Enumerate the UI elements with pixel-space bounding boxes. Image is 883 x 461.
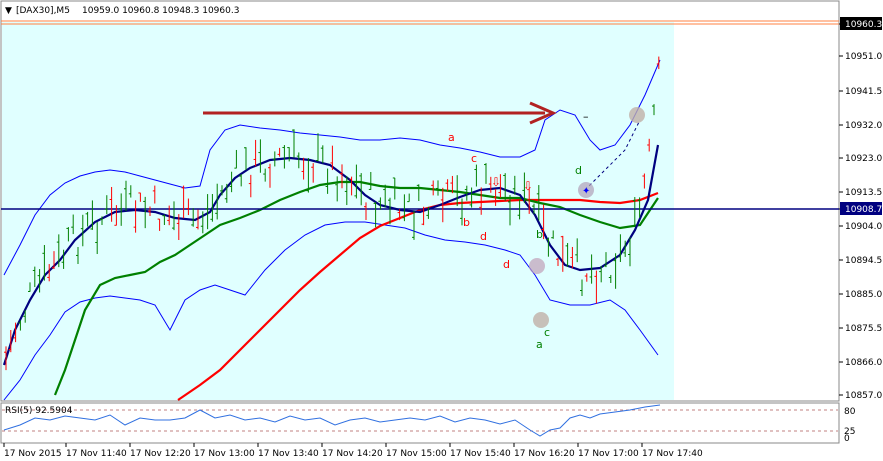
time-axis-label: 17 Nov 2015 bbox=[4, 449, 62, 459]
wave-label-c-green: c bbox=[544, 326, 550, 339]
price-axis-label: 10894.5 bbox=[845, 256, 882, 266]
symbol-label: [DAX30],M5 bbox=[16, 6, 70, 16]
cursor-mark-icon: ✦ bbox=[582, 186, 590, 197]
ohlc-bars bbox=[4, 56, 660, 371]
price-axis[interactable]: 10960.3 10951.0 10941.5 10932.0 10923.0 10913… bbox=[839, 17, 882, 401]
time-axis-label: 17 Nov 11:40 bbox=[66, 449, 127, 459]
wave-label-c-top: c bbox=[471, 152, 477, 165]
level-price-badge bbox=[840, 202, 882, 215]
red-moving-average bbox=[177, 191, 659, 401]
price-axis-label: 10951.0 bbox=[845, 52, 882, 62]
rsi-line bbox=[3, 404, 661, 437]
time-axis-label: 17 Nov 14:20 bbox=[322, 449, 383, 459]
rsi-label: RSI(5) 92.5904 bbox=[5, 406, 73, 416]
price-axis-label: 10885.0 bbox=[845, 290, 882, 300]
down-arrow-1-icon: ⇩ bbox=[491, 175, 501, 189]
wave-label-b-green: b bbox=[536, 228, 543, 241]
wave-label-d-low: d bbox=[503, 258, 510, 271]
price-axis-label: 10875.5 bbox=[845, 324, 882, 334]
ohlc-readout: 10959.0 10960.8 10948.3 10960.3 bbox=[82, 6, 239, 16]
time-axis-label: 17 Nov 16:20 bbox=[514, 449, 575, 459]
wave-label-d-green: d bbox=[575, 164, 582, 177]
rsi-axis-80: 80 bbox=[844, 407, 856, 417]
price-axis-label: 10866.0 bbox=[845, 358, 882, 368]
price-axis-label: 10904.0 bbox=[845, 222, 882, 232]
wave-point-circle-b bbox=[529, 258, 545, 274]
time-axis-label: 17 Nov 12:20 bbox=[130, 449, 191, 459]
upper-band bbox=[3, 59, 661, 276]
wave-label-b-mid: b bbox=[463, 216, 470, 229]
wave-point-circle-a bbox=[533, 312, 549, 328]
price-axis-label: 10923.0 bbox=[845, 154, 882, 164]
rsi-axis-25: 25 bbox=[844, 427, 855, 437]
price-axis-label: 10960.3 bbox=[845, 20, 882, 30]
wave-label-d-mid: d bbox=[480, 230, 487, 243]
price-axis-label: 10908.7 bbox=[845, 205, 882, 215]
dash-mark: – bbox=[583, 110, 589, 123]
wave-point-circle-d bbox=[578, 182, 594, 198]
price-axis-label: 10941.5 bbox=[845, 87, 882, 97]
time-axis-label: 17 Nov 17:40 bbox=[642, 449, 703, 459]
lower-band bbox=[3, 221, 659, 401]
wave-point-circle-top bbox=[629, 107, 645, 123]
price-axis-label: 10932.0 bbox=[845, 121, 882, 131]
trend-arrow-head bbox=[529, 101, 557, 125]
projection-dashed-line bbox=[584, 119, 641, 191]
wave-label-a-top: a bbox=[448, 131, 455, 144]
price-axis-label: 10857.0 bbox=[845, 391, 882, 401]
highlight-zone bbox=[2, 22, 674, 400]
down-arrow-2-icon: ⇩ bbox=[523, 179, 533, 193]
rsi-panel[interactable] bbox=[0, 402, 840, 444]
time-axis-label: 17 Nov 13:40 bbox=[258, 449, 319, 459]
time-axis-label: 17 Nov 15:00 bbox=[386, 449, 447, 459]
current-price-badge bbox=[840, 17, 882, 30]
time-axis-label: 17 Nov 17:00 bbox=[578, 449, 639, 459]
wave-label-a-green: a bbox=[536, 338, 543, 351]
price-axis-label: 10913.5 bbox=[845, 188, 882, 198]
time-axis-label: 17 Nov 13:00 bbox=[194, 449, 255, 459]
dropdown-triangle-icon[interactable]: ▼ bbox=[5, 6, 12, 16]
time-axis[interactable]: 17 Nov 2015 17 Nov 11:40 17 Nov 12:20 17 No… bbox=[3, 443, 703, 459]
time-axis-label: 17 Nov 15:40 bbox=[450, 449, 511, 459]
green-moving-average bbox=[53, 180, 659, 396]
rsi-axis-0: 0 bbox=[844, 434, 850, 444]
